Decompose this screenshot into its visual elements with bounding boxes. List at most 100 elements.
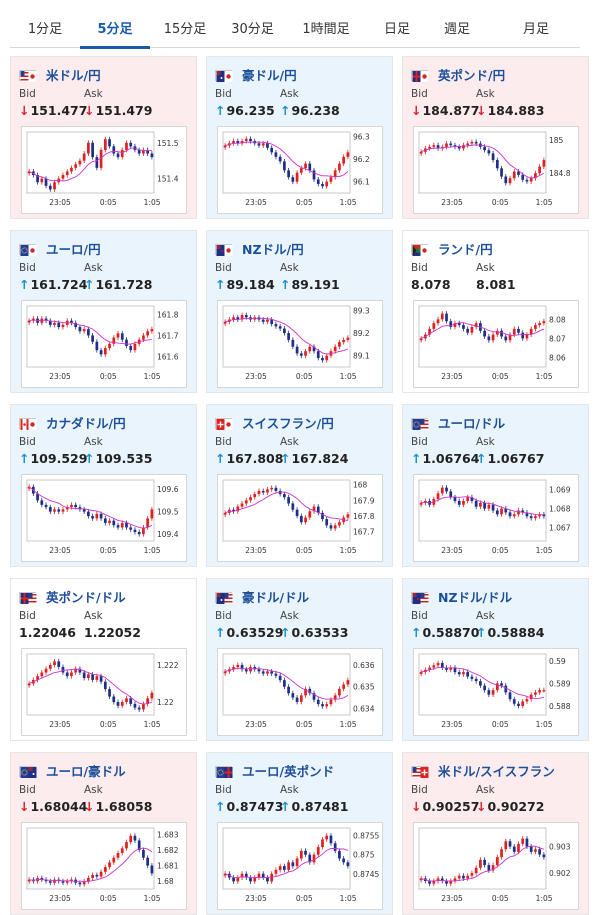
currency-pair-title[interactable]: 米ドル/円 <box>19 65 101 83</box>
candle-body <box>44 178 48 186</box>
currency-pair-title[interactable]: 英ポンド/円 <box>411 65 506 83</box>
mini-chart[interactable]: 161.8 161.7 161.6 23:05 0:05 1:05 <box>21 300 187 388</box>
mini-chart[interactable]: 168 167.9 167.8 167.7 23:05 0:05 1:05 <box>217 474 383 562</box>
mini-chart[interactable]: 0.903 0.902 23:05 0:05 1:05 <box>413 822 579 910</box>
mini-chart[interactable]: 0.636 0.635 0.634 23:05 0:05 1:05 <box>217 648 383 736</box>
tab-0[interactable]: 1分足 <box>27 22 63 37</box>
currency-card[interactable]: 米ドル/スイスフラン Bid Ask ↓0.90257 ↓0.90272 0.9… <box>402 752 589 915</box>
plot-frame <box>26 653 155 716</box>
candle-body <box>125 142 128 150</box>
x-tick-label: 1:05 <box>340 546 357 555</box>
currency-pair-title[interactable]: 米ドル/スイスフラン <box>411 761 555 779</box>
currency-card[interactable]: ランド/円 Bid Ask 8.078 8.081 8.08 8.07 8.06 23… <box>402 230 589 393</box>
currency-card[interactable]: ユーロ/英ポンド Bid Ask ↑0.87473 ↑0.87481 0.875… <box>206 752 393 915</box>
currency-card[interactable]: 米ドル/円 Bid Ask ↓151.477 ↓151.479 151.5 151… <box>10 56 197 219</box>
currency-pair-title[interactable]: ランド/円 <box>411 239 493 257</box>
candle-body <box>40 500 44 505</box>
candle-body <box>129 527 133 530</box>
x-tick-label: 23:05 <box>245 198 267 207</box>
tab-1[interactable]: 5分足 <box>80 12 150 49</box>
currency-card[interactable]: 豪ドル/円 Bid Ask ↑96.235 ↑96.238 96.3 96.2 96… <box>206 56 393 219</box>
up-arrow-icon: ↑ <box>215 103 226 118</box>
x-tick-label: 1:05 <box>144 198 161 207</box>
mini-chart[interactable]: 185 184.8 23:05 0:05 1:05 <box>413 126 579 214</box>
mini-chart[interactable]: 89.3 89.2 89.1 23:05 0:05 1:05 <box>217 300 383 388</box>
currency-card[interactable]: ユーロ/豪ドル Bid Ask ↓1.68044 ↓1.68058 1.683 1… <box>10 752 197 915</box>
candle-body <box>232 141 235 144</box>
candle-body <box>142 149 145 154</box>
currency-card[interactable]: 英ポンド/ドル Bid Ask 1.22046 1.22052 1.222 1.2… <box>10 578 197 741</box>
tab-2[interactable]: 15分足 <box>163 22 207 37</box>
candle-body <box>236 877 240 882</box>
currency-pair-title[interactable]: ユーロ/豪ドル <box>19 761 126 779</box>
currency-pair-title[interactable]: カナダドル/円 <box>19 413 126 431</box>
currency-card[interactable]: スイスフラン/円 Bid Ask ↑167.808 ↑167.824 168 16… <box>206 404 393 567</box>
mini-chart[interactable]: 96.3 96.2 96.1 23:05 0:05 1:05 <box>217 126 383 214</box>
candle-body <box>521 838 525 844</box>
candle-body <box>270 671 274 674</box>
currency-card[interactable]: 豪ドル/ドル Bid Ask ↑0.63529 ↑0.63533 0.636 0.… <box>206 578 393 741</box>
pair-name: 米ドル/スイスフラン <box>438 764 555 779</box>
currency-card[interactable]: ユーロ/ドル Bid Ask ↑1.06764 ↑1.06767 1.069 1.… <box>402 404 589 567</box>
candle-body <box>470 326 474 333</box>
currency-pair-title[interactable]: NZドル/ドル <box>411 587 512 605</box>
candle-body <box>125 842 128 849</box>
candle-body <box>137 531 141 535</box>
x-tick-label: 0:05 <box>100 720 117 729</box>
plot-frame <box>222 305 351 368</box>
candle-body <box>517 703 520 706</box>
candle-body <box>449 667 453 670</box>
mini-chart[interactable]: 151.5 151.4 23:05 0:05 1:05 <box>21 126 187 214</box>
mini-chart[interactable]: 1.069 1.068 1.067 23:05 0:05 1:05 <box>413 474 579 562</box>
up-arrow-icon: ↑ <box>19 277 30 292</box>
currency-card[interactable]: ユーロ/円 Bid Ask ↑161.724 ↑161.728 161.8 161… <box>10 230 197 393</box>
candle-body <box>338 688 341 696</box>
candle-body <box>108 343 111 349</box>
currency-card[interactable]: NZドル/円 Bid Ask ↑89.184 ↑89.191 89.3 89.2 8… <box>206 230 393 393</box>
currency-card[interactable]: カナダドル/円 Bid Ask ↑109.529 ↑109.535 109.6 1… <box>10 404 197 567</box>
x-tick-label: 1:05 <box>536 720 553 729</box>
candle-body <box>312 506 316 512</box>
tab-4[interactable]: 1時間足 <box>302 22 350 37</box>
mini-chart[interactable]: 0.59 0.589 0.588 23:05 0:05 1:05 <box>413 648 579 736</box>
candle-body <box>542 321 546 324</box>
currency-pair-title[interactable]: 豪ドル/ドル <box>215 587 309 605</box>
candle-body <box>129 698 133 704</box>
pair-name: 英ポンド/円 <box>438 68 506 83</box>
tab-7[interactable]: 月足 <box>522 22 549 37</box>
candle-body <box>61 509 65 512</box>
candle-body <box>223 873 227 876</box>
currency-pair-title[interactable]: ユーロ/ドル <box>411 413 505 431</box>
candle-body <box>240 315 244 320</box>
moving-average-line <box>224 491 349 522</box>
currency-pair-title[interactable]: ユーロ/円 <box>19 239 101 257</box>
currency-pair-title[interactable]: NZドル/円 <box>215 239 304 257</box>
mini-chart[interactable]: 8.08 8.07 8.06 23:05 0:05 1:05 <box>413 300 579 388</box>
candle-body <box>27 879 31 882</box>
mini-chart[interactable]: 1.222 1.22 23:05 0:05 1:05 <box>21 648 187 736</box>
mini-chart[interactable]: 109.6 109.5 109.4 23:05 0:05 1:05 <box>21 474 187 562</box>
currency-card[interactable]: NZドル/ドル Bid Ask ↑0.58870 ↑0.58884 0.59 0.… <box>402 578 589 741</box>
currency-pair-title[interactable]: 英ポンド/ドル <box>19 587 126 605</box>
flag-icon <box>411 766 429 778</box>
candle-body <box>346 680 350 685</box>
candle-body <box>44 668 48 673</box>
y-tick-label: 151.4 <box>157 175 179 184</box>
mini-chart[interactable]: 1.683 1.682 1.681 1.68 23:05 0:05 1:05 <box>21 822 187 910</box>
down-arrow-icon: ↓ <box>476 103 487 118</box>
flag-icon <box>19 70 37 82</box>
tab-6[interactable]: 週足 <box>443 22 470 37</box>
currency-pair-title[interactable]: スイスフラン/円 <box>215 413 334 431</box>
mini-chart[interactable]: 0.8755 0.875 0.8745 23:05 0:05 1:05 <box>217 822 383 910</box>
x-tick-label: 23:05 <box>49 372 71 381</box>
candle-body <box>249 877 252 882</box>
tab-5[interactable]: 日足 <box>383 22 410 37</box>
currency-pair-title[interactable]: 豪ドル/円 <box>215 65 297 83</box>
candle-body <box>534 325 537 329</box>
candle-body <box>419 672 423 674</box>
currency-pair-title[interactable]: ユーロ/英ポンド <box>215 761 334 779</box>
tab-3[interactable]: 30分足 <box>231 22 274 37</box>
ask-label: Ask <box>476 610 495 622</box>
candle-body <box>342 339 346 343</box>
currency-card[interactable]: 英ポンド/円 Bid Ask ↓184.877 ↓184.883 185 184.… <box>402 56 589 219</box>
